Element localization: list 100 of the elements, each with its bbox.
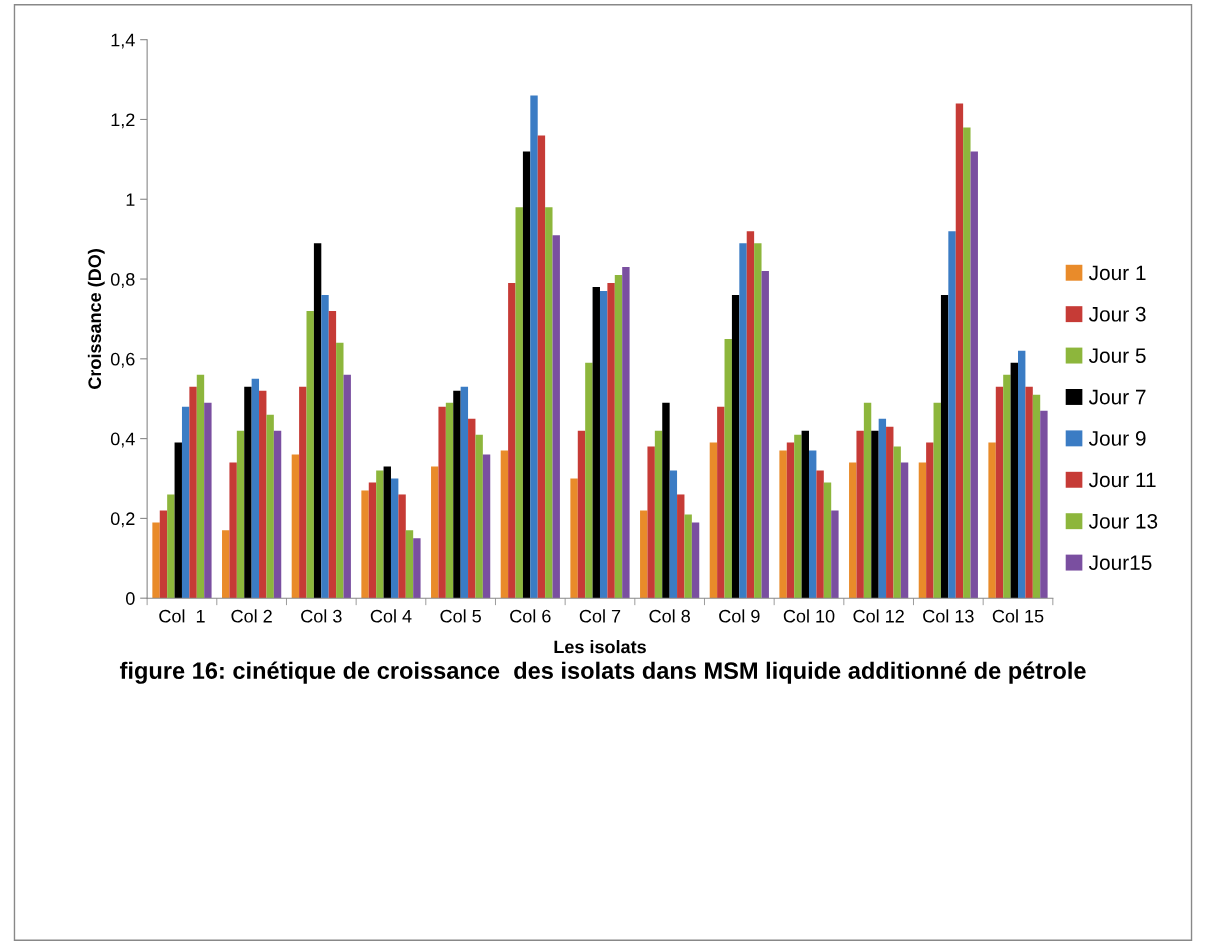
- bar: [445, 402, 454, 599]
- bar: [823, 482, 832, 599]
- bar: [537, 135, 546, 599]
- bar: [196, 374, 205, 599]
- bar: [592, 287, 600, 599]
- bar: [669, 470, 678, 599]
- bar: [522, 151, 531, 599]
- bar: [940, 295, 949, 599]
- y-tick-label: 1,4: [111, 33, 135, 49]
- bar: [500, 450, 509, 599]
- bar: [181, 406, 190, 599]
- bar: [460, 386, 469, 599]
- bar: [390, 478, 399, 599]
- bar: [955, 103, 964, 599]
- legend-label: Jour 5: [1088, 348, 1146, 363]
- bar: [746, 231, 755, 599]
- bar: [816, 470, 824, 599]
- bar: [291, 454, 300, 599]
- bar: [731, 295, 740, 599]
- bar: [266, 414, 274, 599]
- bar: [244, 386, 252, 599]
- bar: [570, 478, 578, 599]
- legend-label: Jour 11: [1088, 472, 1156, 488]
- bar: [159, 510, 168, 599]
- bar: [328, 310, 337, 599]
- bar: [622, 267, 630, 599]
- bar: [786, 442, 795, 599]
- bar: [306, 310, 314, 599]
- bar: [1040, 410, 1048, 599]
- bar: [684, 514, 692, 599]
- y-tick-label: 1: [126, 193, 135, 206]
- bar: [1010, 362, 1018, 599]
- bar: [299, 386, 307, 599]
- y-tick-label: 0: [125, 592, 135, 605]
- bar: [647, 446, 655, 599]
- bar: [779, 450, 787, 599]
- bar: [948, 231, 956, 599]
- y-tick-label: 0,2: [110, 512, 135, 528]
- x-tick-label: Col 4: [370, 609, 412, 623]
- bar: [577, 430, 586, 599]
- bar: [717, 406, 725, 599]
- bar: [174, 442, 182, 599]
- bar: [863, 402, 872, 599]
- bar: [761, 271, 769, 599]
- x-tick-label: Col 9: [719, 609, 760, 623]
- bar: [515, 207, 523, 599]
- bar: [368, 482, 377, 599]
- bar: [878, 418, 887, 599]
- bar: [236, 430, 245, 599]
- bar: [677, 494, 685, 599]
- bar: [376, 470, 384, 599]
- bar: [856, 430, 864, 599]
- bar: [585, 362, 593, 599]
- bar: [530, 95, 538, 599]
- x-tick-label: Col 15: [992, 609, 1044, 623]
- bar: [189, 386, 197, 599]
- bar: [1018, 350, 1026, 599]
- y-tick-label: 0,4: [110, 432, 135, 448]
- bar: [361, 490, 369, 599]
- bar: [724, 338, 732, 599]
- bar: [754, 243, 762, 599]
- bar: [468, 418, 476, 599]
- bar: [933, 402, 941, 599]
- bar: [739, 243, 747, 599]
- bar: [552, 235, 560, 599]
- bar: [900, 462, 909, 599]
- bar: [970, 151, 978, 599]
- bar: [849, 462, 857, 599]
- x-tick-label: Col 13: [923, 609, 974, 623]
- x-tick-label: Col 2: [231, 609, 272, 623]
- x-tick-label: Col 6: [510, 609, 551, 623]
- bar: [508, 283, 516, 599]
- bar: [1032, 394, 1041, 599]
- bar: [152, 522, 160, 599]
- bar: [167, 494, 175, 599]
- bar: [383, 466, 391, 599]
- x-tick-label: Col 5: [440, 609, 481, 623]
- bar: [794, 434, 802, 599]
- bar: [640, 510, 648, 599]
- bar: [475, 434, 483, 599]
- bar: [398, 494, 406, 599]
- bar: [886, 426, 894, 599]
- bar: [1025, 386, 1033, 599]
- bar: [654, 430, 663, 599]
- y-tick-label: 1,2: [111, 113, 135, 129]
- bar: [926, 442, 934, 599]
- bar: [871, 430, 879, 599]
- bar: [918, 462, 927, 599]
- x-axis-title: Les isolats: [554, 640, 646, 654]
- bar: [808, 450, 817, 599]
- legend-label: Jour 3: [1088, 306, 1146, 322]
- bar: [599, 291, 608, 599]
- bar: [607, 283, 615, 599]
- y-tick-label: 0,6: [110, 352, 135, 368]
- bar: [988, 442, 996, 599]
- bar: [453, 390, 461, 599]
- bar: [273, 430, 282, 599]
- y-axis-title: Croissance (DO): [87, 249, 105, 389]
- legend-label: Jour15: [1088, 555, 1152, 571]
- bar: [709, 442, 718, 599]
